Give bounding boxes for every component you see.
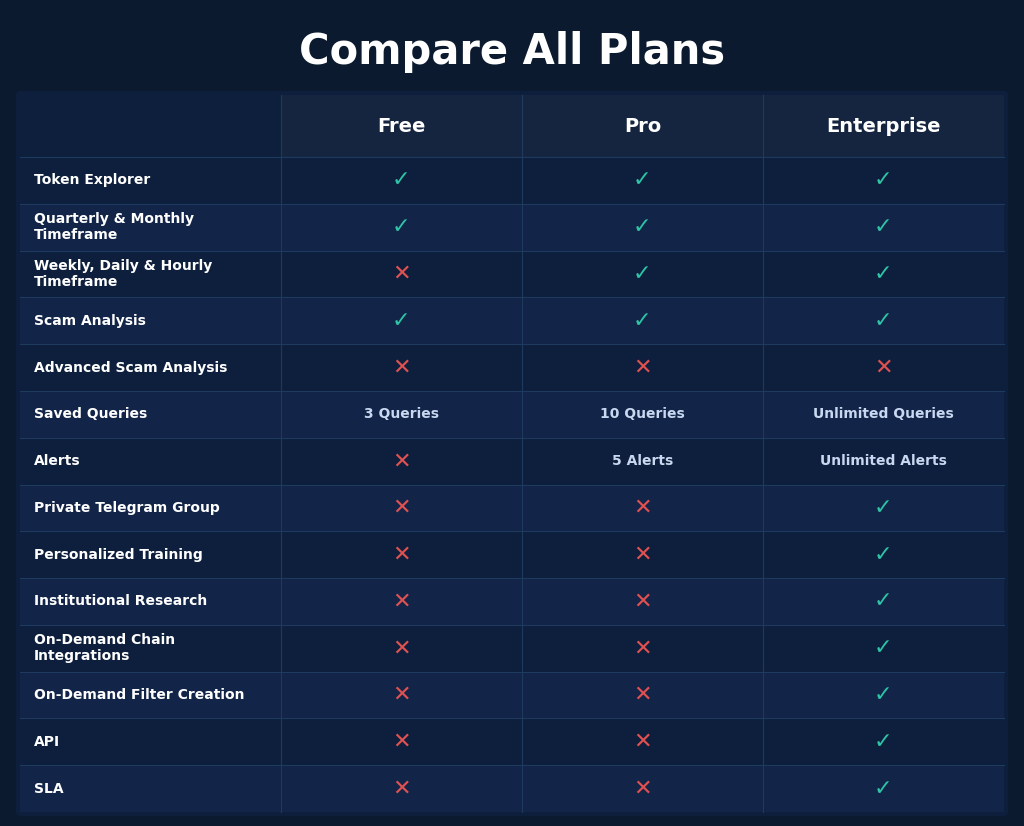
Text: Private Telegram Group: Private Telegram Group	[34, 501, 220, 515]
Text: ✓: ✓	[633, 264, 651, 284]
Text: ✓: ✓	[874, 638, 893, 658]
Text: ✓: ✓	[874, 170, 893, 190]
Text: Weekly, Daily & Hourly
Timeframe: Weekly, Daily & Hourly Timeframe	[34, 259, 212, 289]
Text: ✕: ✕	[392, 358, 411, 377]
Text: Enterprise: Enterprise	[826, 116, 941, 135]
Text: Alerts: Alerts	[34, 454, 81, 468]
Text: ✓: ✓	[874, 498, 893, 518]
Text: ✓: ✓	[874, 217, 893, 237]
Text: Unlimited Queries: Unlimited Queries	[813, 407, 953, 421]
FancyBboxPatch shape	[16, 91, 1008, 816]
Text: ✓: ✓	[392, 311, 411, 330]
Text: ✕: ✕	[392, 779, 411, 799]
Bar	[20, 531, 1004, 578]
Text: Advanced Scam Analysis: Advanced Scam Analysis	[34, 360, 227, 374]
Text: ✕: ✕	[392, 685, 411, 705]
Text: On-Demand Chain
Integrations: On-Demand Chain Integrations	[34, 634, 175, 663]
Text: Compare All Plans: Compare All Plans	[299, 31, 725, 73]
Text: ✓: ✓	[633, 170, 651, 190]
Bar	[20, 672, 1004, 719]
Text: Personalized Training: Personalized Training	[34, 548, 203, 562]
Text: ✕: ✕	[392, 544, 411, 565]
Bar	[20, 344, 1004, 391]
Text: ✕: ✕	[633, 732, 651, 752]
Text: Scam Analysis: Scam Analysis	[34, 314, 145, 328]
Bar	[20, 250, 1004, 297]
Text: Institutional Research: Institutional Research	[34, 595, 207, 609]
Bar	[20, 391, 1004, 438]
Text: ✕: ✕	[874, 358, 893, 377]
Bar	[20, 485, 1004, 531]
Text: 3 Queries: 3 Queries	[364, 407, 439, 421]
Text: Pro: Pro	[624, 116, 662, 135]
Bar	[20, 719, 1004, 765]
Text: ✕: ✕	[633, 638, 651, 658]
Bar	[281, 95, 1004, 157]
Text: ✕: ✕	[633, 544, 651, 565]
Text: ✕: ✕	[392, 451, 411, 471]
Bar	[20, 624, 1004, 672]
Text: Saved Queries: Saved Queries	[34, 407, 147, 421]
Text: 10 Queries: 10 Queries	[600, 407, 685, 421]
Text: ✕: ✕	[392, 591, 411, 611]
Text: 5 Alerts: 5 Alerts	[611, 454, 673, 468]
Text: ✓: ✓	[874, 591, 893, 611]
Text: ✓: ✓	[874, 685, 893, 705]
Text: Quarterly & Monthly
Timeframe: Quarterly & Monthly Timeframe	[34, 212, 194, 242]
Text: ✓: ✓	[874, 311, 893, 330]
Text: Token Explorer: Token Explorer	[34, 173, 151, 188]
Text: ✕: ✕	[633, 358, 651, 377]
FancyBboxPatch shape	[281, 95, 1004, 157]
Text: API: API	[34, 735, 60, 749]
Text: ✕: ✕	[633, 498, 651, 518]
Text: ✓: ✓	[874, 779, 893, 799]
Text: ✕: ✕	[392, 638, 411, 658]
Text: ✓: ✓	[392, 170, 411, 190]
Bar	[20, 765, 1004, 812]
Bar	[20, 578, 1004, 624]
Text: ✕: ✕	[392, 498, 411, 518]
Text: SLA: SLA	[34, 781, 63, 795]
Text: ✕: ✕	[633, 591, 651, 611]
Text: ✓: ✓	[874, 732, 893, 752]
Text: ✕: ✕	[392, 264, 411, 284]
Text: ✓: ✓	[633, 217, 651, 237]
Bar	[20, 297, 1004, 344]
Text: Free: Free	[377, 116, 426, 135]
Text: ✕: ✕	[633, 779, 651, 799]
Text: ✕: ✕	[392, 732, 411, 752]
Text: ✓: ✓	[392, 217, 411, 237]
Text: On-Demand Filter Creation: On-Demand Filter Creation	[34, 688, 245, 702]
Bar	[20, 204, 1004, 250]
Text: Unlimited Alerts: Unlimited Alerts	[820, 454, 947, 468]
Bar	[20, 438, 1004, 485]
Text: ✕: ✕	[633, 685, 651, 705]
Text: ✓: ✓	[874, 544, 893, 565]
Text: ✓: ✓	[633, 311, 651, 330]
Bar	[20, 157, 1004, 204]
Text: ✓: ✓	[874, 264, 893, 284]
